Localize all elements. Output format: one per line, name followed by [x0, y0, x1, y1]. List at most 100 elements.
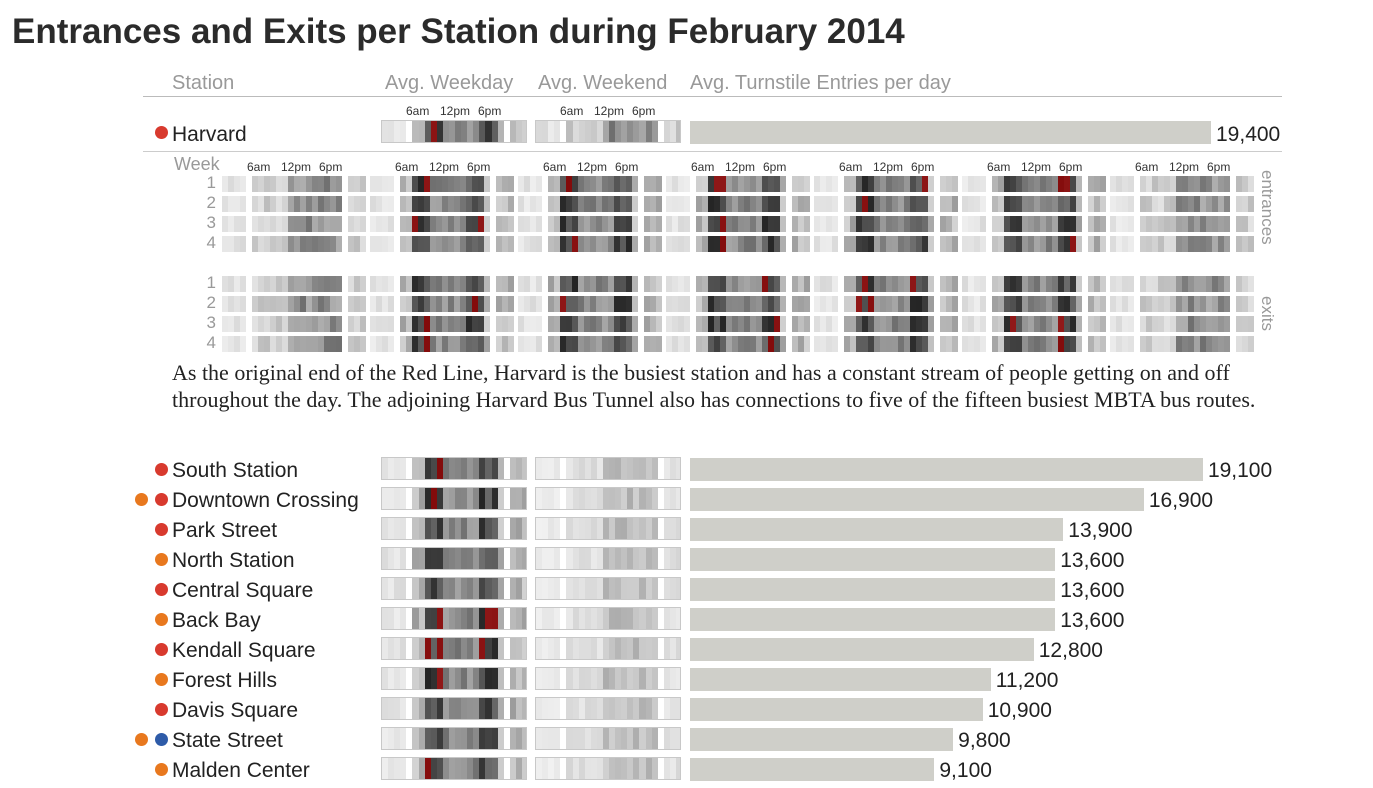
heatmap-cell — [1116, 336, 1123, 352]
heatmap-cell — [786, 196, 793, 212]
heatmap-cell — [1082, 176, 1089, 192]
heatmap-cell — [306, 316, 313, 332]
heatmap-cell — [1070, 216, 1077, 232]
weekend-heatmap — [535, 667, 681, 690]
heatmap-cell — [651, 518, 659, 539]
heatmap-cell — [1152, 236, 1159, 252]
heatmap-cell — [282, 176, 289, 192]
heatmap-cell — [1164, 196, 1171, 212]
heatmap-cell — [1236, 336, 1243, 352]
heatmap-cell — [786, 276, 793, 292]
heatmap-cell — [342, 216, 349, 232]
heatmap-cell — [609, 548, 616, 569]
heatmap-cell — [744, 276, 751, 292]
heatmap-cell — [1094, 216, 1101, 232]
heatmap-cell — [1076, 196, 1083, 212]
week-day-heatmap — [518, 336, 662, 352]
heatmap-cell — [672, 276, 679, 292]
heatmap-cell — [1052, 176, 1059, 192]
heatmap-cell — [633, 458, 640, 479]
heatmap-cell — [1100, 236, 1106, 252]
heatmap-cell — [1022, 196, 1029, 212]
week-day-heatmap — [518, 296, 662, 312]
heatmap-cell — [1152, 336, 1159, 352]
heatmap-cell — [306, 196, 313, 212]
heatmap-cell — [484, 276, 491, 292]
heatmap-cell — [620, 336, 627, 352]
heatmap-cell — [1152, 216, 1159, 232]
heatmap-cell — [258, 276, 265, 292]
heatmap-cell — [666, 216, 673, 232]
heatmap-cell — [886, 196, 893, 212]
heatmap-cell — [270, 336, 277, 352]
heatmap-cell — [814, 316, 821, 332]
heatmap-cell — [678, 296, 685, 312]
heatmap-cell — [473, 728, 480, 749]
week-day-heatmap — [370, 276, 514, 292]
week-day-heatmap — [1110, 216, 1254, 232]
heatmap-cell — [234, 176, 241, 192]
heatmap-cell — [424, 196, 431, 212]
heatmap-cell — [460, 176, 467, 192]
heatmap-cell — [548, 316, 555, 332]
heatmap-cell — [602, 638, 610, 659]
heatmap-cell — [400, 196, 407, 212]
heatmap-cell — [360, 336, 366, 352]
heatmap-cell — [324, 276, 331, 292]
heatmap-cell — [650, 176, 657, 192]
heatmap-cell — [596, 196, 603, 212]
week-day-heatmap — [666, 196, 810, 212]
heatmap-cell — [584, 336, 591, 352]
time-tick-label: 6am — [543, 160, 567, 174]
heatmap-cell — [228, 176, 235, 192]
heatmap-cell — [222, 336, 229, 352]
heatmap-cell — [467, 548, 474, 569]
heatmap-cell — [448, 196, 455, 212]
heatmap-cell — [916, 296, 923, 312]
heatmap-cell — [980, 336, 987, 352]
heatmap-cell — [826, 296, 833, 312]
heatmap-cell — [336, 336, 343, 352]
heatmap-cell — [650, 216, 657, 232]
heatmap-cell — [645, 728, 653, 749]
heatmap-cell — [1070, 176, 1077, 192]
heatmap-cell — [627, 698, 634, 719]
heatmap-cell — [288, 316, 295, 332]
heatmap-cell — [342, 196, 349, 212]
heatmap-cell — [318, 236, 325, 252]
heatmap-cell — [455, 548, 462, 569]
heatmap-cell — [1028, 296, 1035, 312]
heatmap-cell — [234, 196, 241, 212]
heatmap-cell — [324, 196, 331, 212]
heatmap-cell — [804, 236, 810, 252]
heatmap-cell — [1052, 216, 1059, 232]
heatmap-cell — [530, 216, 537, 232]
heatmap-cell — [780, 176, 787, 192]
heatmap-cell — [461, 758, 468, 779]
heatmap-cell — [524, 276, 531, 292]
heatmap-cell — [974, 216, 981, 232]
heatmap-cell — [774, 296, 781, 312]
heatmap-cell — [412, 276, 419, 292]
heatmap-cell — [503, 548, 511, 569]
heatmap-cell — [406, 698, 413, 719]
heatmap-cell — [515, 578, 523, 599]
heatmap-cell — [650, 296, 657, 312]
heatmap-cell — [1164, 296, 1171, 312]
heatmap-cell — [509, 458, 517, 479]
heatmap-cell — [596, 728, 604, 749]
heatmap-cell — [690, 236, 697, 252]
heatmap-cell — [424, 316, 431, 332]
heatmap-cell — [370, 336, 377, 352]
heatmap-cell — [436, 458, 444, 479]
heatmap-cell — [566, 668, 573, 689]
heatmap-cell — [324, 296, 331, 312]
heatmap-cell — [554, 296, 561, 312]
heatmap-cell — [702, 316, 709, 332]
heatmap-cell — [690, 296, 697, 312]
weekday-heatmap — [381, 607, 527, 630]
heatmap-cell — [820, 296, 827, 312]
heatmap-cell — [1248, 216, 1254, 232]
heatmap-cell — [478, 216, 485, 232]
heatmap-cell — [904, 296, 911, 312]
